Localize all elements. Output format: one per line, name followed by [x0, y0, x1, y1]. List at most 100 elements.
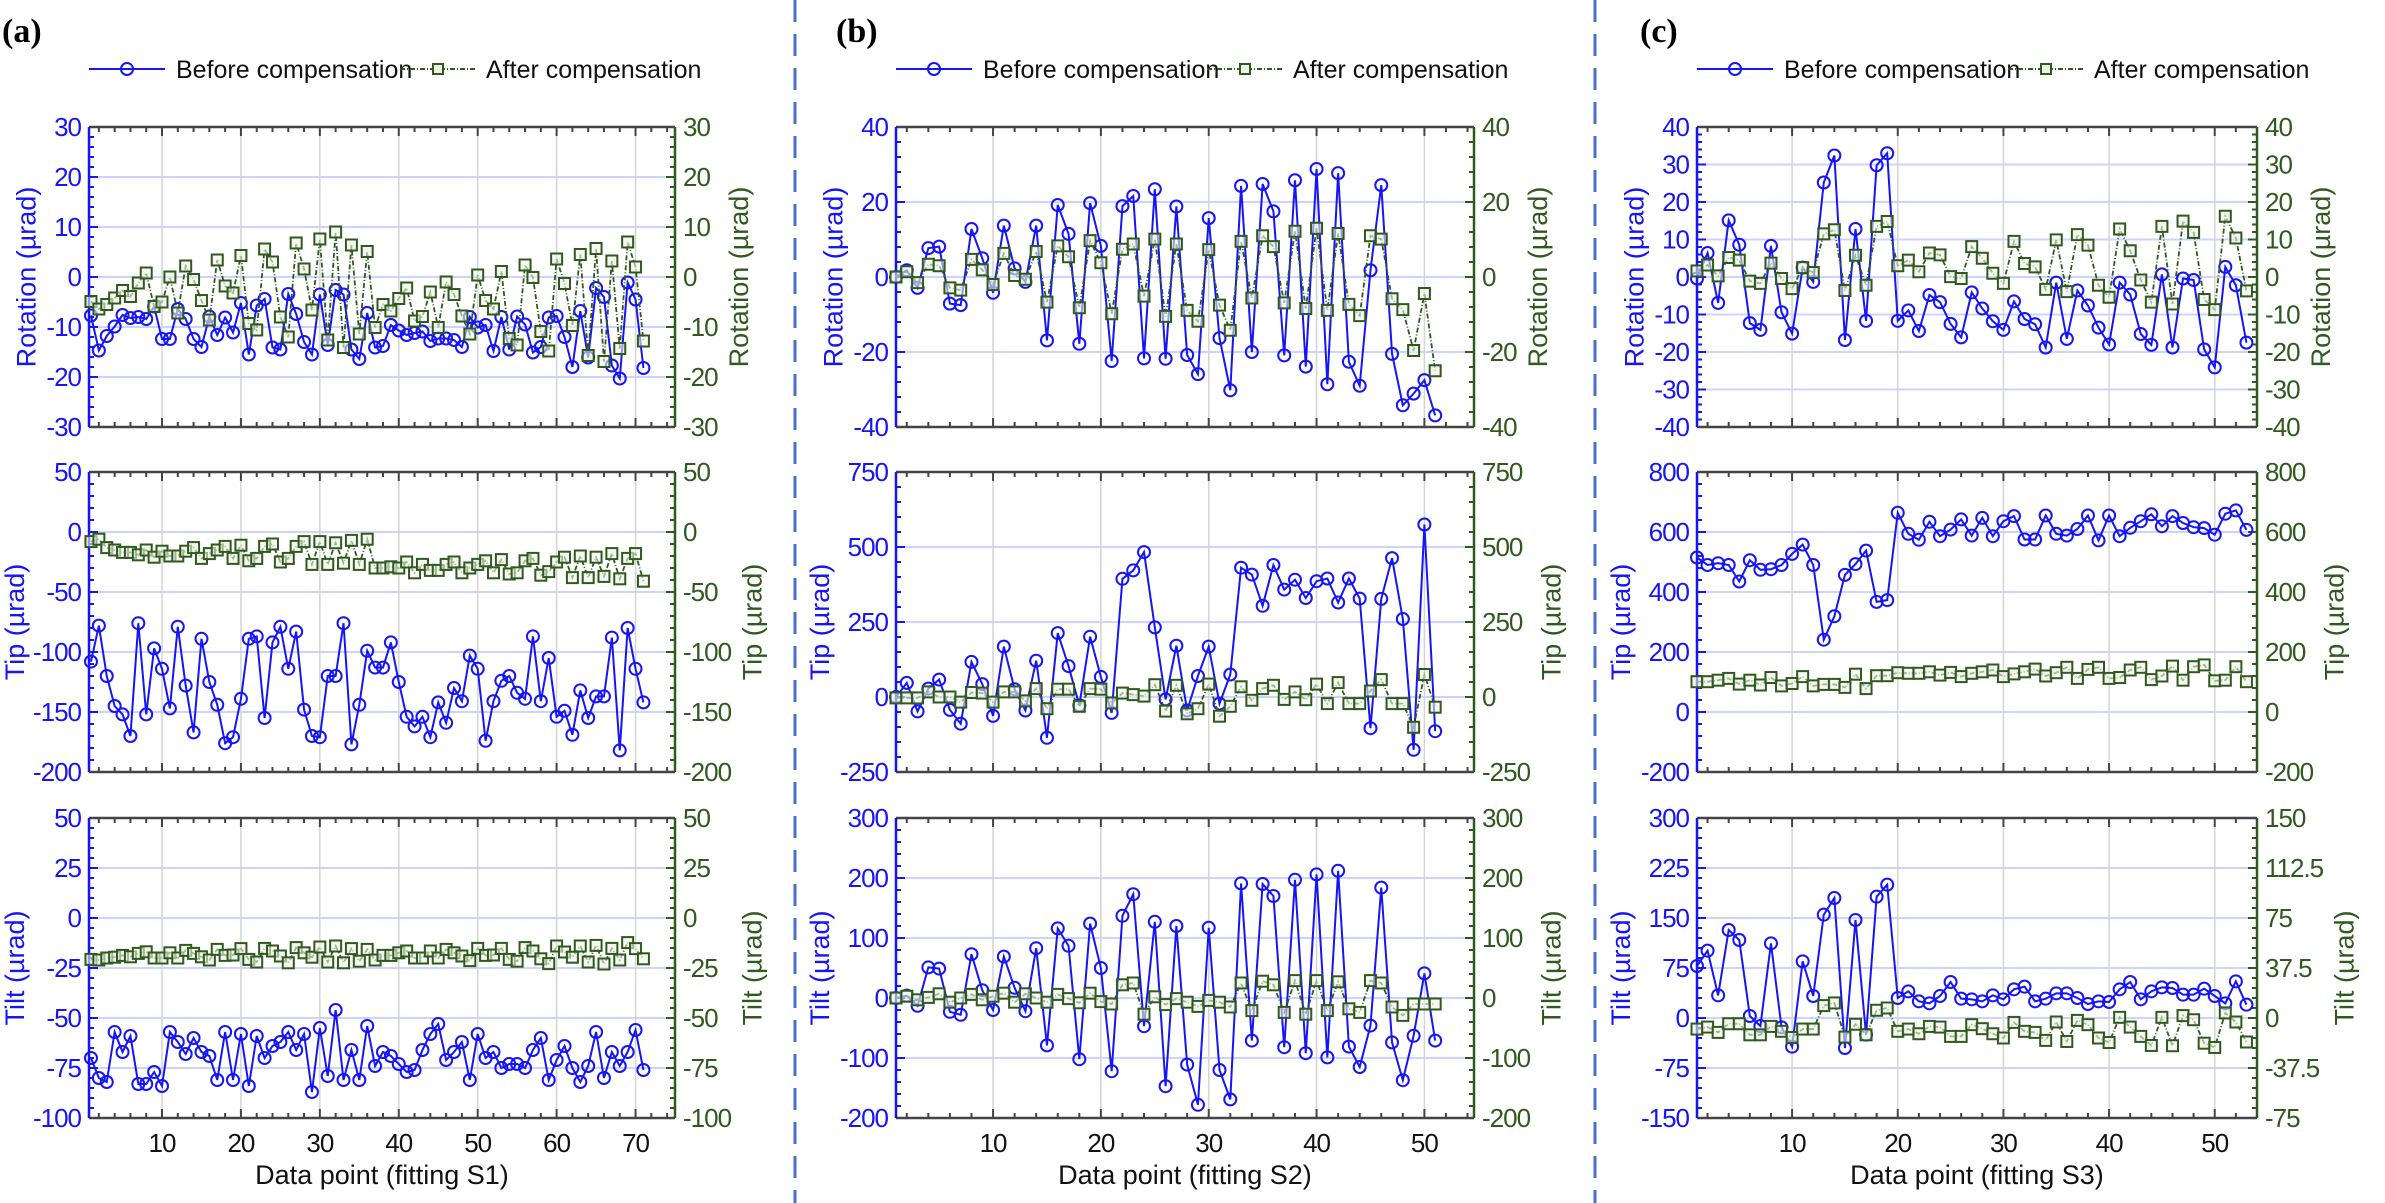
data-point-before — [139, 1077, 154, 1091]
data-point-before — [986, 708, 1001, 723]
data-point-before — [1869, 889, 1884, 904]
y-tick-label: 0 — [68, 262, 82, 292]
data-point-before — [115, 308, 130, 322]
data-point-before — [1158, 1079, 1173, 1094]
data-point-after — [218, 279, 232, 293]
data-point-before — [1785, 546, 1800, 561]
data-point-before — [1320, 571, 1335, 586]
data-point-after — [986, 278, 1000, 291]
data-point-before — [1212, 331, 1227, 346]
data-point-after — [1764, 256, 1778, 270]
data-point-after — [1732, 1017, 1746, 1031]
data-point-after — [1083, 234, 1097, 248]
data-point-before — [1417, 517, 1432, 532]
y-tick-label: 200 — [1649, 637, 1690, 667]
data-point-after — [1051, 239, 1065, 253]
data-point-after — [1299, 693, 1313, 707]
data-point-after — [1115, 686, 1129, 700]
data-point-before — [557, 330, 572, 344]
subplot-rotation: -30 -20 -10 0 10 20 30 -30 -20 -10 0 10 20 30 Rotation… — [11, 112, 754, 442]
data-point-before — [557, 703, 572, 718]
y-tick-label: 37.5 — [2265, 953, 2312, 983]
y-tick-label: -20 — [46, 362, 81, 392]
data-point-before — [2059, 528, 2074, 543]
y-tick-label: -150 — [1641, 1103, 1690, 1133]
data-point-before — [541, 310, 556, 325]
data-point-after — [337, 556, 351, 570]
y-tick-label: 750 — [848, 457, 889, 487]
data-point-before — [1277, 1040, 1292, 1055]
data-point-after — [1008, 685, 1022, 699]
y-tick-label: 0 — [68, 903, 82, 933]
data-point-before — [1234, 560, 1249, 575]
data-point-before — [454, 340, 469, 354]
data-point-before — [1395, 1073, 1410, 1088]
data-point-before — [391, 675, 406, 689]
y-tick-label: 20 — [1482, 187, 1509, 217]
data-point-after — [486, 566, 500, 580]
data-point-after — [1040, 702, 1054, 716]
data-point-before — [1352, 1060, 1367, 1074]
data-point-before — [604, 1045, 619, 1059]
data-point-after — [1353, 1005, 1367, 1019]
data-point-after — [463, 954, 477, 968]
data-point-after — [1072, 996, 1086, 1010]
y-tick-label: 0 — [2265, 1003, 2279, 1033]
data-point-before — [1943, 522, 1958, 537]
data-point-before — [1180, 348, 1195, 362]
data-point-before — [953, 716, 968, 731]
data-point-after — [1764, 1019, 1778, 1033]
data-point-before — [1223, 667, 1238, 682]
data-point-after — [1954, 272, 1968, 285]
data-point-before — [241, 1079, 256, 1093]
data-point-after — [1933, 248, 1947, 262]
data-point-before — [1795, 954, 1810, 969]
data-point-before — [1147, 914, 1162, 929]
data-point-after — [889, 270, 903, 284]
data-point-before — [91, 1071, 106, 1085]
data-point-before — [1190, 1097, 1205, 1112]
data-point-after — [1148, 678, 1162, 692]
data-point-before — [2123, 975, 2138, 989]
data-point-before — [352, 352, 367, 366]
data-point-before — [1266, 204, 1281, 219]
data-point-after — [1965, 666, 1979, 680]
data-point-after — [494, 941, 508, 955]
data-point-after — [2165, 659, 2179, 673]
legend-marker-square-icon — [2040, 63, 2052, 75]
data-point-before — [636, 1063, 651, 1077]
data-point-before — [510, 1057, 525, 1071]
data-point-before — [202, 675, 217, 689]
data-point-after — [629, 260, 643, 274]
data-point-before — [2176, 987, 2191, 1002]
data-point-after — [289, 236, 303, 250]
data-point-after — [1062, 682, 1076, 696]
data-point-after — [2144, 1038, 2158, 1052]
data-point-after — [1817, 999, 1831, 1013]
y-tick-label: 20 — [2265, 187, 2292, 217]
data-point-after — [629, 942, 643, 956]
y-tick-label: 25 — [54, 853, 81, 883]
data-point-before — [565, 727, 580, 742]
data-point-before — [281, 287, 296, 301]
data-point-before — [147, 1065, 162, 1079]
data-point-after — [1407, 720, 1421, 734]
data-point-after — [1137, 289, 1151, 303]
data-point-before — [1331, 595, 1346, 610]
data-point-after — [911, 691, 925, 705]
data-point-after — [1202, 243, 1216, 257]
data-point-after — [1342, 297, 1356, 311]
series-line-before — [89, 278, 645, 382]
data-point-before — [139, 707, 154, 722]
data-point-after — [1062, 992, 1076, 1006]
data-point-after — [1986, 1027, 2000, 1041]
data-point-after — [1743, 1028, 1757, 1042]
subplot-tilt: -150 -75 0 75 150 225 300 -75 -37.5 0 37.5 75 112.5 1… — [1606, 803, 2360, 1190]
data-point-before — [1700, 558, 1715, 572]
data-point-before — [486, 1045, 501, 1059]
data-point-after — [1094, 682, 1108, 696]
data-point-after — [479, 554, 493, 568]
data-point-before — [210, 1073, 225, 1087]
y-tick-label: -30 — [46, 412, 81, 442]
